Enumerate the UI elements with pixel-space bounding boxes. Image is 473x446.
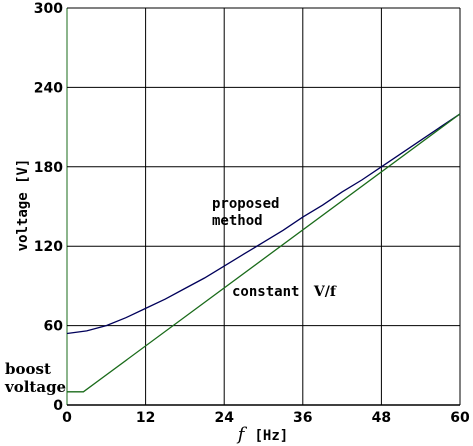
grid — [66, 7, 461, 406]
series-layer — [66, 113, 461, 393]
annotation-proposed-line1: proposed — [212, 196, 279, 212]
y-tick-label: 120 — [34, 239, 63, 255]
x-tick-label: 12 — [136, 410, 155, 426]
x-tick-label: 60 — [450, 410, 470, 426]
y-tick-label: 60 — [44, 319, 64, 335]
annotation-proposed-line2: method — [212, 213, 263, 229]
y-tick-label: 240 — [34, 80, 63, 96]
annotation-constant-text: constant — [232, 284, 299, 300]
annotation-boost-line2: voltage — [4, 378, 66, 396]
x-tick-label: 36 — [293, 410, 312, 426]
annotation-boost-line1: boost — [5, 360, 51, 378]
series-line-constant-vf — [67, 113, 461, 393]
y-tick-label: 0 — [53, 398, 63, 414]
annotation-constant-ratio: V/f — [313, 284, 337, 300]
x-axis-title-unit: [Hz] — [254, 428, 288, 444]
y-axis-title: voltage [V] — [15, 159, 31, 252]
x-tick-label: 0 — [62, 410, 72, 426]
x-tick-label: 24 — [214, 410, 234, 426]
series-line-proposed-method — [66, 113, 461, 335]
y-tick-label: 300 — [34, 1, 63, 17]
x-axis-title: f [Hz] — [236, 424, 288, 445]
annotation-constant: constant V/f — [232, 284, 337, 300]
y-tick-label: 180 — [34, 160, 63, 176]
tick-labels: 0 12 24 36 48 60 0 60 120 180 240 300 — [34, 1, 470, 426]
x-tick-label: 48 — [372, 410, 391, 426]
x-axis-title-symbol: f — [236, 424, 248, 445]
